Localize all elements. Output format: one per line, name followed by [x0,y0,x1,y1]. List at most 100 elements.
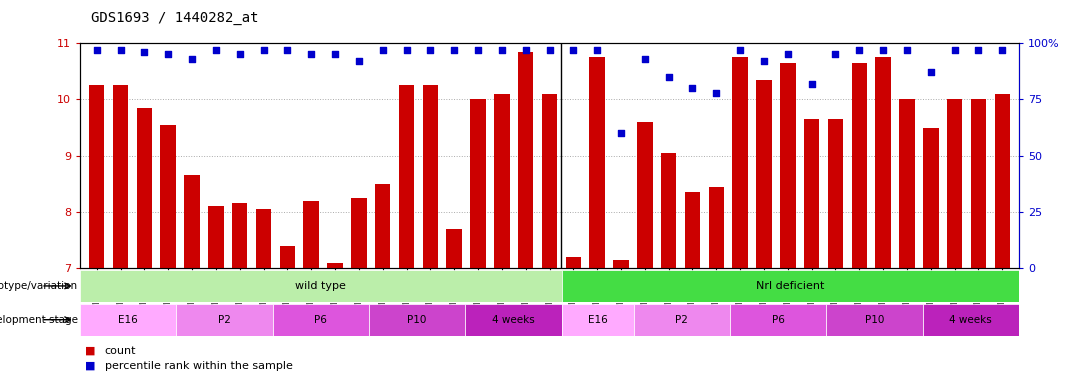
Bar [369,304,465,336]
Bar [828,119,843,268]
Text: percentile rank within the sample: percentile rank within the sample [105,361,292,370]
Point [278,47,296,53]
Bar [732,57,748,268]
Point [184,56,201,62]
Point [232,51,249,57]
Point [421,47,439,53]
Text: P6: P6 [771,315,784,325]
Point [875,47,892,53]
Bar [542,94,557,268]
Point [564,47,582,53]
Bar [328,262,343,268]
Bar [185,176,200,268]
Text: genotype/variation: genotype/variation [0,281,78,291]
Point [493,47,510,53]
Bar [566,257,582,268]
Bar [561,270,1019,302]
Bar [471,99,485,268]
Point [612,130,630,136]
Point [755,58,773,64]
Text: ■: ■ [85,346,96,355]
Bar [273,304,369,336]
Bar [637,122,653,268]
Text: GDS1693 / 1440282_at: GDS1693 / 1440282_at [91,11,258,25]
Bar [923,304,1019,336]
Bar [946,99,962,268]
Point [589,47,606,53]
Bar [137,108,153,268]
Bar [80,304,176,336]
Point [112,47,129,53]
Point [898,47,915,53]
Point [469,47,487,53]
Text: 4 weeks: 4 weeks [950,315,992,325]
Point [660,74,678,80]
Point [827,51,844,57]
Point [707,90,724,96]
Text: P10: P10 [408,315,427,325]
Bar [780,63,796,268]
Bar [517,52,534,268]
Text: P6: P6 [315,315,328,325]
Text: development stage: development stage [0,315,78,325]
Bar [708,187,724,268]
Bar [971,99,986,268]
Bar [561,304,634,336]
Bar [899,99,914,268]
Point [375,47,392,53]
Bar [851,63,867,268]
Point [303,51,320,57]
Bar [160,124,176,268]
Bar [614,260,628,268]
Bar [875,57,891,268]
Text: E16: E16 [118,315,138,325]
Bar [399,86,414,268]
Point [970,47,987,53]
Bar [423,86,439,268]
Point [850,47,867,53]
Point [89,47,106,53]
Point [207,47,224,53]
Point [732,47,749,53]
Text: P10: P10 [865,315,885,325]
Point [160,51,177,57]
Point [446,47,463,53]
Bar [465,304,561,336]
Point [255,47,272,53]
Bar [757,80,771,268]
Bar [375,184,391,268]
Bar [494,94,510,268]
Point [327,51,344,57]
Point [350,58,367,64]
Bar [113,86,128,268]
Text: Nrl deficient: Nrl deficient [757,281,825,291]
Text: count: count [105,346,137,355]
Text: ■: ■ [85,361,96,370]
Bar [589,57,605,268]
Point [517,47,535,53]
Bar [660,153,676,268]
Bar [994,94,1010,268]
Point [779,51,796,57]
Bar [685,192,700,268]
Point [541,47,558,53]
Text: P2: P2 [218,315,230,325]
Point [803,81,821,87]
Bar [80,270,561,302]
Bar [208,206,224,268]
Point [684,85,701,91]
Bar [303,201,319,268]
Text: P2: P2 [675,315,688,325]
Bar [351,198,367,268]
Point [398,47,415,53]
Bar [89,86,105,268]
Text: 4 weeks: 4 weeks [492,315,535,325]
Bar [730,304,826,336]
Bar [256,209,271,268]
Bar [176,304,273,336]
Bar [634,304,730,336]
Point [946,47,964,53]
Point [136,49,153,55]
Bar [803,119,819,268]
Bar [280,246,296,268]
